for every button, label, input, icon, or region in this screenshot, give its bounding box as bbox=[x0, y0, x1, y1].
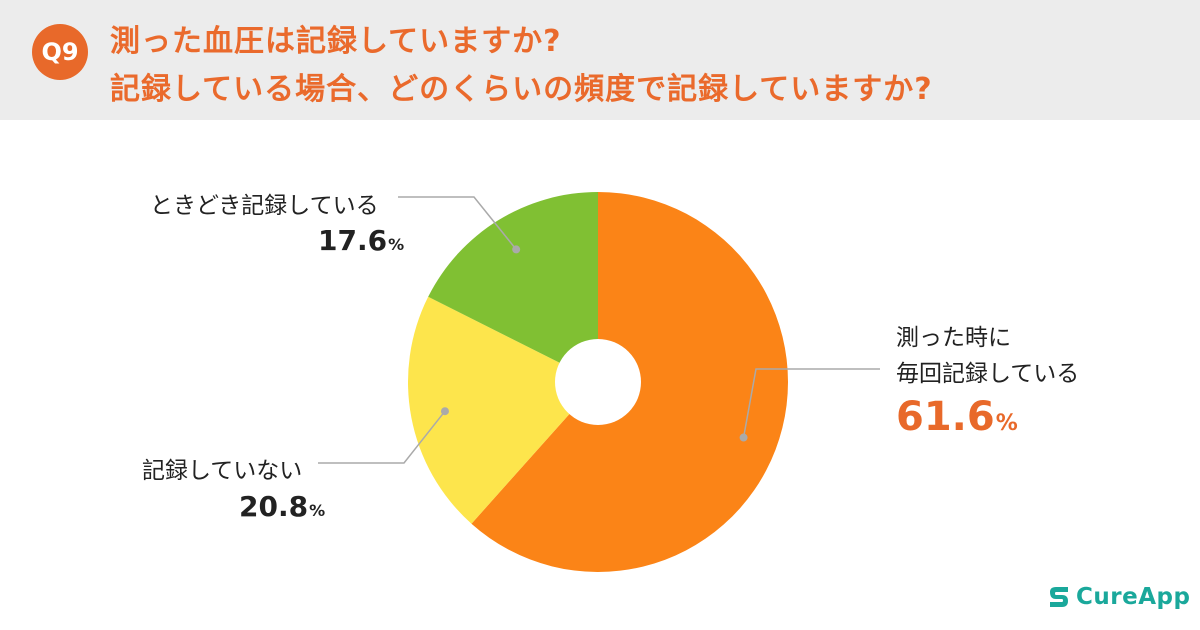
slice-label-every-time-line2: 毎回記録している bbox=[896, 361, 1080, 387]
question-badge: Q9 bbox=[32, 24, 88, 80]
slice-label-every-time-line1: 測った時に bbox=[896, 325, 1011, 351]
leader-dot bbox=[512, 245, 521, 254]
percent-unit: % bbox=[995, 411, 1018, 436]
slice-value-every-time: 61.6% bbox=[896, 394, 1018, 440]
leader-dot bbox=[440, 407, 449, 416]
slice-label-not-recording: 記録していない bbox=[142, 458, 303, 484]
cureapp-logo: CureApp bbox=[1046, 582, 1190, 612]
slice-value-not-recording: 20.8% bbox=[239, 490, 326, 523]
leader-line bbox=[318, 410, 446, 464]
question-line-1: 測った血圧は記録していますか? bbox=[110, 24, 562, 59]
question-line-2: 記録している場合、どのくらいの頻度で記録していますか? bbox=[110, 72, 933, 107]
logo-text: CureApp bbox=[1076, 584, 1191, 610]
slice-not-recording bbox=[408, 296, 598, 524]
slice-value-sometimes: 17.6% bbox=[318, 224, 405, 257]
donut-hole bbox=[555, 339, 641, 425]
slice-label-sometimes: ときどき記録している bbox=[150, 193, 379, 219]
leader-line bbox=[742, 368, 880, 438]
percent-unit: % bbox=[309, 501, 326, 520]
percent-unit: % bbox=[388, 235, 405, 254]
cureapp-logo-icon bbox=[1050, 587, 1068, 607]
slice-sometimes bbox=[428, 192, 598, 382]
header-band: Q9 測った血圧は記録していますか? 記録している場合、どのくらいの頻度で記録し… bbox=[0, 0, 1200, 120]
leader-dot bbox=[739, 433, 748, 442]
leader-line bbox=[398, 196, 517, 250]
